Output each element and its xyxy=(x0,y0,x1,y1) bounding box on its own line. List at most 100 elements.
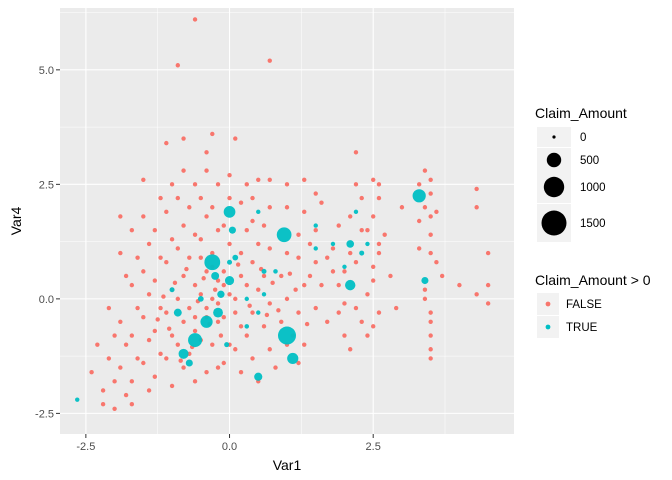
data-point-false xyxy=(184,266,189,272)
data-point-false xyxy=(192,328,198,334)
data-point-false xyxy=(181,319,186,324)
data-point-false xyxy=(348,250,353,256)
y-tick-label: 0.0 xyxy=(39,294,54,306)
data-point-false xyxy=(428,310,433,315)
data-point-false xyxy=(152,328,158,334)
y-axis-ticks: -2.5 0.0 2.5 5.0 xyxy=(35,65,60,420)
data-point-false xyxy=(161,294,166,299)
data-point-true xyxy=(261,268,267,274)
data-point-false xyxy=(187,255,192,260)
data-point-true xyxy=(204,254,221,271)
data-point-true xyxy=(188,333,203,348)
data-point-false xyxy=(146,337,152,343)
data-point-false xyxy=(474,292,479,297)
data-point-false xyxy=(158,255,163,260)
data-point-false xyxy=(359,195,364,201)
data-point-false xyxy=(204,369,209,375)
data-point-false xyxy=(227,195,232,201)
data-point-false xyxy=(129,282,135,288)
data-point-false xyxy=(293,287,298,292)
data-point-true xyxy=(217,290,225,298)
data-point-false xyxy=(267,246,272,251)
data-point-false xyxy=(371,177,376,182)
data-point-false xyxy=(267,205,272,210)
size-legend-label: 500 xyxy=(580,155,599,167)
data-point-true xyxy=(244,296,249,302)
data-point-false xyxy=(365,292,370,297)
true-points-layer xyxy=(75,189,429,402)
data-point-false xyxy=(233,296,238,302)
data-point-false xyxy=(422,205,428,210)
data-point-true xyxy=(224,275,235,286)
data-point-false xyxy=(175,63,181,68)
size-legend-label: 0 xyxy=(580,132,586,144)
data-point-false xyxy=(152,227,158,233)
data-point-false xyxy=(348,214,353,219)
data-point-false xyxy=(112,379,117,384)
data-point-false xyxy=(227,172,232,178)
data-point-false xyxy=(371,214,376,219)
data-point-false xyxy=(227,241,232,247)
data-point-false xyxy=(198,292,203,297)
data-point-false xyxy=(296,255,301,260)
data-point-false xyxy=(123,342,129,347)
data-point-false xyxy=(164,209,169,215)
data-point-false xyxy=(112,406,117,412)
data-point-false xyxy=(129,227,135,233)
data-point-false xyxy=(256,241,261,247)
data-point-false xyxy=(175,342,181,347)
data-point-false xyxy=(376,250,382,256)
data-point-false xyxy=(287,271,293,276)
data-point-false xyxy=(353,182,359,187)
data-point-true xyxy=(261,292,267,297)
data-point-false xyxy=(399,205,405,210)
data-point-false xyxy=(192,314,198,320)
data-point-false xyxy=(244,227,249,233)
data-point-false xyxy=(233,136,238,141)
data-point-false xyxy=(210,296,215,302)
data-point-false xyxy=(169,237,175,242)
minor-gridlines xyxy=(60,8,514,434)
y-tick-label: -2.5 xyxy=(35,408,54,420)
data-point-true xyxy=(421,277,429,285)
data-point-true xyxy=(169,287,175,293)
size-legend-label: 1500 xyxy=(580,218,606,230)
data-point-false xyxy=(169,333,175,338)
data-point-false xyxy=(365,333,370,338)
data-point-false xyxy=(313,191,318,196)
data-point-true xyxy=(313,223,318,228)
y-tick-label: 5.0 xyxy=(39,65,54,77)
data-point-false xyxy=(428,319,433,324)
data-point-false xyxy=(284,205,290,210)
data-point-true xyxy=(276,227,292,243)
data-point-false xyxy=(181,365,186,370)
data-point-false xyxy=(304,321,310,327)
data-point-false xyxy=(250,260,255,265)
data-point-false xyxy=(118,214,123,219)
data-point-false xyxy=(302,209,307,215)
color-legend-label: TRUE xyxy=(566,322,598,334)
data-point-false xyxy=(264,312,270,318)
data-point-true xyxy=(346,240,355,248)
color-legend-key xyxy=(545,324,551,330)
data-point-false xyxy=(336,310,341,315)
data-point-false xyxy=(256,177,261,182)
data-point-false xyxy=(313,227,318,233)
data-point-false xyxy=(129,379,135,384)
data-point-true xyxy=(412,189,426,203)
data-point-false xyxy=(428,214,433,219)
data-point-false xyxy=(178,358,183,363)
data-point-false xyxy=(376,182,382,187)
data-point-false xyxy=(175,195,181,201)
data-point-false xyxy=(175,246,181,251)
data-point-false xyxy=(118,250,123,256)
data-point-true xyxy=(213,307,223,318)
data-point-false xyxy=(221,360,226,366)
data-point-true xyxy=(75,397,80,402)
data-point-false xyxy=(221,223,226,228)
data-point-true xyxy=(211,272,220,280)
data-point-true xyxy=(227,259,233,265)
data-point-false xyxy=(428,356,433,361)
data-point-false xyxy=(244,282,249,288)
data-point-true xyxy=(178,348,189,359)
